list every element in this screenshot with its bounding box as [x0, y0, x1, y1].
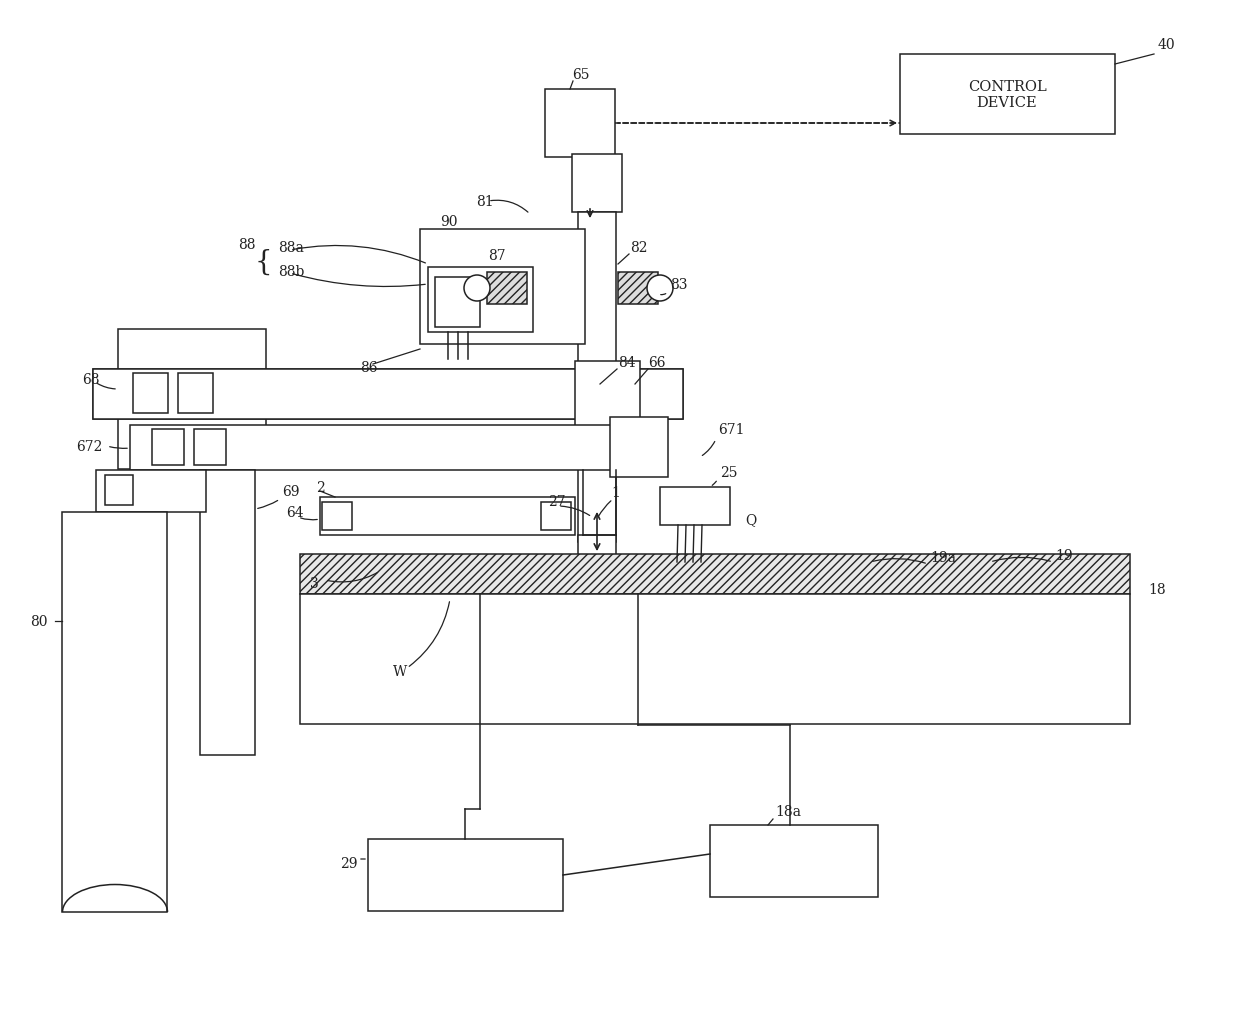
Text: 671: 671	[718, 423, 744, 437]
Bar	[322, 502, 352, 531]
Bar	[660, 487, 730, 526]
Bar	[95, 470, 206, 513]
Bar	[711, 825, 878, 897]
Bar	[62, 513, 167, 912]
Bar	[900, 55, 1115, 134]
Bar	[118, 330, 267, 469]
Bar	[93, 370, 683, 420]
Bar	[153, 430, 184, 465]
Bar	[428, 268, 533, 333]
Text: 40: 40	[1158, 38, 1176, 52]
Text: Q: Q	[745, 513, 756, 527]
Text: 69: 69	[281, 484, 300, 498]
Bar	[300, 554, 1130, 594]
Text: 82: 82	[630, 241, 647, 255]
Text: 2: 2	[316, 480, 325, 494]
Bar	[93, 370, 683, 420]
Text: 68: 68	[82, 373, 99, 386]
Text: 3: 3	[310, 576, 319, 590]
Bar	[130, 426, 660, 470]
Text: 672: 672	[76, 440, 103, 454]
Bar	[435, 278, 480, 328]
Text: 29: 29	[340, 856, 357, 870]
Bar	[300, 594, 1130, 724]
Bar	[193, 430, 226, 465]
Text: 25: 25	[720, 465, 738, 479]
Bar	[487, 273, 527, 304]
Bar	[179, 374, 213, 413]
Text: 80: 80	[30, 615, 47, 629]
Bar	[200, 470, 255, 755]
Text: 27: 27	[548, 494, 565, 509]
Bar	[578, 536, 616, 565]
Text: 19a: 19a	[930, 550, 956, 564]
Bar	[133, 374, 167, 413]
Bar	[546, 90, 615, 158]
Text: {: {	[254, 249, 272, 275]
Bar	[368, 839, 563, 911]
Text: 18: 18	[1148, 582, 1166, 596]
Text: 65: 65	[572, 68, 589, 82]
Text: 88b: 88b	[278, 265, 304, 279]
Text: 19: 19	[1055, 548, 1073, 562]
Text: W: W	[393, 664, 407, 678]
Text: 88a: 88a	[278, 241, 304, 255]
Text: 86: 86	[360, 361, 377, 375]
Text: 84: 84	[618, 356, 636, 370]
Bar	[420, 229, 585, 345]
Bar	[575, 362, 640, 432]
Text: 87: 87	[489, 249, 506, 263]
Bar	[610, 418, 668, 477]
Text: 90: 90	[440, 214, 458, 228]
Text: 66: 66	[649, 356, 666, 370]
Bar	[572, 155, 622, 212]
Text: 88: 88	[238, 238, 255, 252]
Bar	[578, 212, 616, 543]
Circle shape	[647, 276, 673, 301]
Bar	[618, 273, 658, 304]
Bar	[320, 497, 575, 536]
Text: 1: 1	[611, 485, 620, 499]
Circle shape	[464, 276, 490, 301]
Text: 18a: 18a	[775, 804, 801, 818]
Bar	[541, 502, 570, 531]
Text: 81: 81	[476, 195, 494, 209]
Text: CONTROL
DEVICE: CONTROL DEVICE	[967, 80, 1047, 110]
Bar	[105, 475, 133, 506]
Text: 64: 64	[286, 506, 304, 520]
Text: 83: 83	[670, 278, 687, 292]
